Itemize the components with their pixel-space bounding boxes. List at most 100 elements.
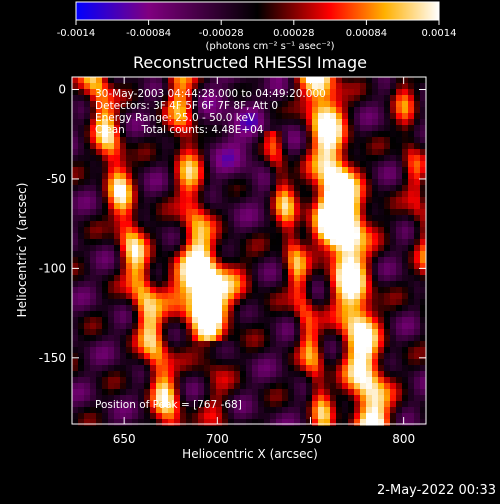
- heatmap-cell: [258, 359, 265, 366]
- heatmap-cell: [186, 239, 193, 246]
- heatmap-cell: [294, 233, 301, 240]
- heatmap-cell: [126, 389, 133, 396]
- heatmap-cell: [222, 377, 229, 384]
- heatmap-cell: [234, 77, 241, 84]
- heatmap-cell: [312, 257, 319, 264]
- heatmap-cell: [90, 299, 97, 306]
- heatmap-cell: [234, 323, 241, 330]
- heatmap-cell: [372, 113, 379, 120]
- heatmap-cell: [204, 77, 211, 84]
- heatmap-cell: [180, 167, 187, 174]
- heatmap-cell: [342, 191, 349, 198]
- heatmap-cell: [420, 95, 427, 102]
- heatmap-cell: [306, 389, 313, 396]
- heatmap-cell: [96, 287, 103, 294]
- heatmap-cell: [102, 233, 109, 240]
- heatmap-cell: [228, 179, 235, 186]
- heatmap-cell: [120, 251, 127, 258]
- heatmap-cell: [318, 221, 325, 228]
- heatmap-cell: [378, 185, 385, 192]
- heatmap-cell: [396, 161, 403, 168]
- heatmap-cell: [198, 167, 205, 174]
- heatmap-cell: [336, 125, 343, 132]
- heatmap-cell: [408, 185, 415, 192]
- heatmap-cell: [282, 287, 289, 294]
- heatmap-cell: [300, 323, 307, 330]
- heatmap-cell: [132, 251, 139, 258]
- heatmap-cell: [414, 173, 421, 180]
- heatmap-cell: [192, 347, 199, 354]
- heatmap-cell: [360, 89, 367, 96]
- heatmap-cell: [246, 77, 253, 84]
- heatmap-cell: [366, 287, 373, 294]
- heatmap-cell: [108, 371, 115, 378]
- heatmap-cell: [342, 299, 349, 306]
- heatmap-cell: [156, 383, 163, 390]
- heatmap-cell: [162, 179, 169, 186]
- heatmap-cell: [414, 131, 421, 138]
- heatmap-cell: [354, 239, 361, 246]
- heatmap-cell: [378, 389, 385, 396]
- heatmap-cell: [240, 383, 247, 390]
- heatmap-cell: [108, 395, 115, 402]
- heatmap-cell: [234, 329, 241, 336]
- heatmap-cell: [168, 251, 175, 258]
- heatmap-cell: [366, 383, 373, 390]
- heatmap-cell: [300, 95, 307, 102]
- heatmap-cell: [372, 353, 379, 360]
- heatmap-cell: [348, 317, 355, 324]
- heatmap-cell: [186, 125, 193, 132]
- heatmap-cell: [312, 299, 319, 306]
- heatmap-cell: [162, 233, 169, 240]
- heatmap-cell: [240, 155, 247, 162]
- heatmap-cell: [408, 371, 415, 378]
- heatmap-cell: [102, 269, 109, 276]
- heatmap-cell: [150, 293, 157, 300]
- heatmap-cell: [396, 257, 403, 264]
- heatmap-cell: [312, 89, 319, 96]
- heatmap-cell: [108, 245, 115, 252]
- heatmap-cell: [228, 77, 235, 84]
- heatmap-cell: [138, 329, 145, 336]
- heatmap-cell: [102, 95, 109, 102]
- heatmap-cell: [384, 389, 391, 396]
- heatmap-cell: [150, 329, 157, 336]
- heatmap-cell: [222, 413, 229, 420]
- heatmap-cell: [114, 161, 121, 168]
- heatmap-cell: [384, 281, 391, 288]
- heatmap-cell: [234, 413, 241, 420]
- heatmap-cell: [174, 353, 181, 360]
- heatmap-cell: [108, 167, 115, 174]
- heatmap-cell: [222, 209, 229, 216]
- heatmap-cell: [414, 77, 421, 84]
- heatmap-cell: [354, 347, 361, 354]
- heatmap-cell: [378, 401, 385, 408]
- heatmap-cell: [366, 161, 373, 168]
- heatmap-cell: [396, 149, 403, 156]
- heatmap-cell: [90, 335, 97, 342]
- heatmap-cell: [336, 275, 343, 282]
- heatmap-cell: [336, 131, 343, 138]
- heatmap-cell: [120, 377, 127, 384]
- heatmap-cell: [210, 275, 217, 282]
- heatmap-cell: [162, 341, 169, 348]
- heatmap-cell: [240, 401, 247, 408]
- heatmap-cell: [390, 89, 397, 96]
- heatmap-cell: [84, 107, 91, 114]
- heatmap-cell: [180, 281, 187, 288]
- heatmap-cell: [246, 359, 253, 366]
- heatmap-cell: [72, 191, 79, 198]
- heatmap-cell: [330, 377, 337, 384]
- y-tick-label: 0: [58, 83, 66, 97]
- heatmap-cell: [114, 419, 121, 426]
- heatmap-cell: [282, 209, 289, 216]
- heatmap-cell: [84, 119, 91, 126]
- heatmap-cell: [162, 383, 169, 390]
- heatmap-cell: [162, 419, 169, 426]
- heatmap-cell: [228, 419, 235, 426]
- heatmap-cell: [372, 371, 379, 378]
- heatmap-cell: [312, 209, 319, 216]
- heatmap-cell: [132, 401, 139, 408]
- heatmap-cell: [144, 389, 151, 396]
- heatmap-cell: [132, 299, 139, 306]
